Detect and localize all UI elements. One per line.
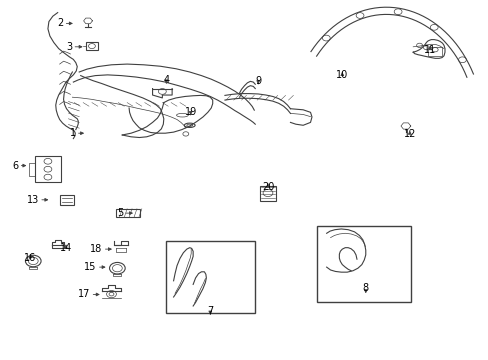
Text: 15: 15: [84, 262, 97, 272]
Text: 2: 2: [57, 18, 63, 28]
Text: 3: 3: [66, 42, 72, 52]
Text: 7: 7: [207, 306, 213, 316]
Text: 4: 4: [163, 75, 169, 85]
Bar: [86, 42, 98, 50]
Text: 13: 13: [27, 195, 39, 205]
Text: 9: 9: [255, 76, 261, 86]
Text: 5: 5: [117, 208, 123, 218]
Text: 8: 8: [362, 283, 368, 293]
Bar: [35, 156, 61, 182]
Text: 12: 12: [403, 129, 415, 139]
Bar: [166, 241, 255, 313]
Text: 14: 14: [60, 243, 72, 253]
Text: 6: 6: [12, 161, 19, 171]
Text: 18: 18: [90, 244, 102, 254]
Bar: [316, 226, 410, 302]
Text: 1: 1: [69, 128, 76, 138]
Text: 19: 19: [184, 107, 197, 117]
Text: 10: 10: [335, 70, 348, 80]
Text: 16: 16: [24, 253, 37, 263]
Text: 17: 17: [78, 289, 90, 300]
Text: 11: 11: [423, 45, 436, 55]
Bar: [260, 186, 275, 201]
Text: 20: 20: [261, 182, 274, 192]
Bar: [116, 209, 140, 217]
Bar: [427, 47, 441, 56]
Bar: [60, 195, 74, 205]
